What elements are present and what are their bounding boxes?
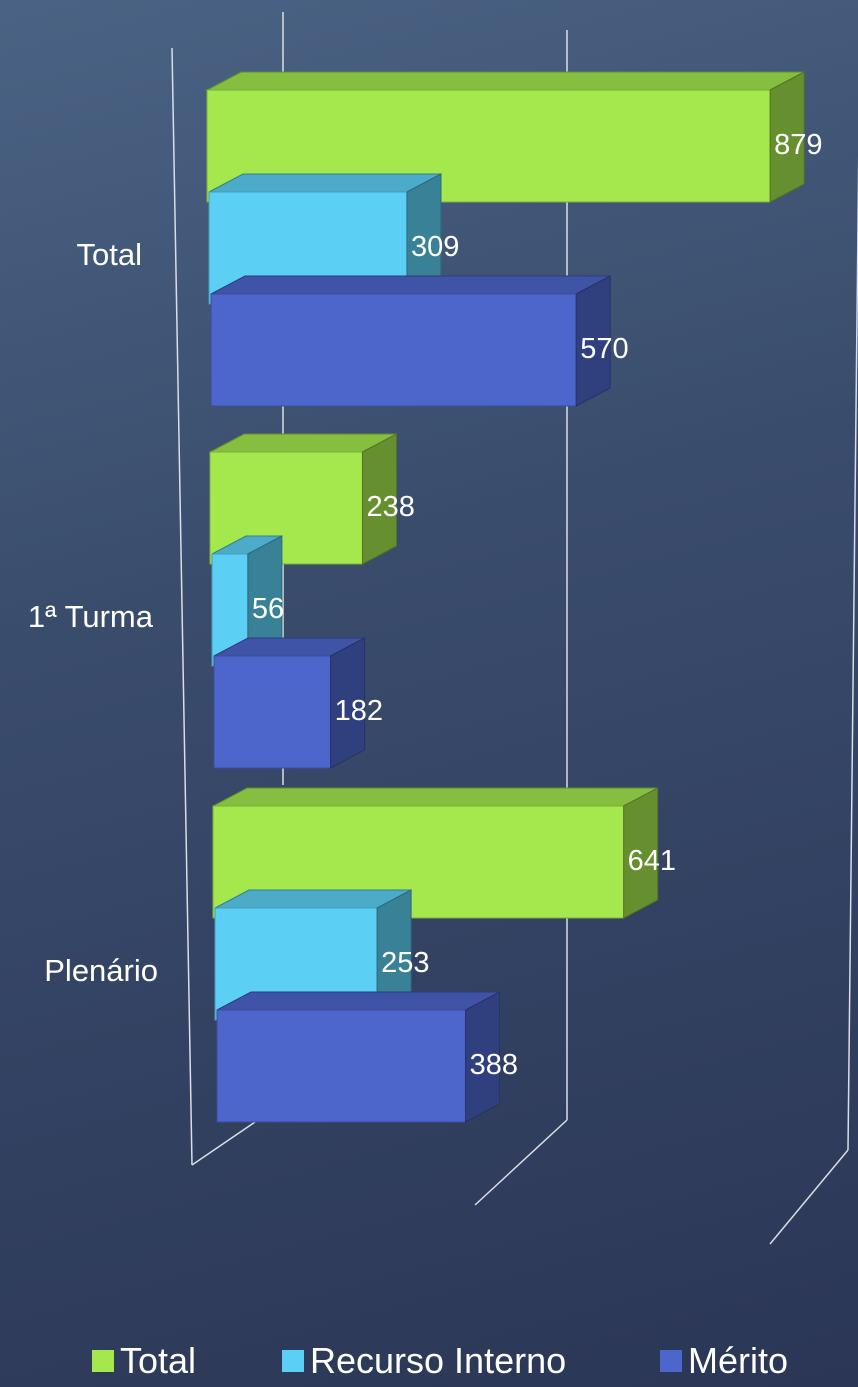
legend-swatch-merito bbox=[660, 1350, 682, 1372]
legend-label-total: Total bbox=[120, 1340, 197, 1381]
legend-label-merito: Mérito bbox=[688, 1340, 789, 1381]
data-label-total-recurso-interno: 309 bbox=[411, 231, 459, 263]
data-label-plenario-total: 641 bbox=[628, 845, 676, 877]
data-label-1-turma-merito: 182 bbox=[335, 695, 383, 727]
gridline bbox=[847, 155, 858, 1151]
data-labels: 879 309 570 238 56 182 641 253 388 bbox=[252, 129, 823, 1081]
category-labels: Total 1ª Turma Plenário bbox=[28, 237, 158, 988]
bar-side-face bbox=[361, 433, 397, 565]
data-label-1-turma-total: 238 bbox=[366, 491, 414, 523]
bar-front-face bbox=[210, 293, 577, 407]
bar-top-face bbox=[212, 787, 658, 807]
bars bbox=[206, 71, 805, 1123]
bar-1-turma-merito bbox=[213, 637, 366, 769]
category-label-total: Total bbox=[77, 237, 142, 272]
legend-item-recurso-interno: Recurso Interno bbox=[282, 1340, 566, 1382]
category-label-1-turma: 1ª Turma bbox=[28, 599, 154, 634]
bar-side-face bbox=[769, 71, 805, 203]
data-label-plenario-recurso-interno: 253 bbox=[381, 947, 429, 979]
bar-top-face bbox=[216, 991, 500, 1011]
legend-label-recurso-interno: Recurso Interno bbox=[310, 1340, 567, 1381]
bar-top-face bbox=[208, 173, 442, 193]
axis-wall-left bbox=[171, 47, 193, 1166]
data-label-1-turma-recurso-interno: 56 bbox=[252, 593, 284, 625]
data-label-plenario-merito: 388 bbox=[470, 1049, 518, 1081]
bar-chart: Total 1ª Turma Plenário 879 309 570 238 56 182 6… bbox=[28, 12, 858, 1245]
bar-side-face bbox=[623, 787, 659, 919]
bar-total-merito bbox=[210, 275, 611, 407]
bar-side-face bbox=[330, 637, 366, 769]
bar-top-face bbox=[206, 71, 805, 91]
legend-swatch-total bbox=[92, 1350, 114, 1372]
bar-side-face bbox=[575, 275, 611, 407]
bar-front-face bbox=[213, 655, 332, 769]
bar-front-face bbox=[216, 1009, 467, 1123]
legend-swatch-recurso-interno bbox=[282, 1350, 304, 1372]
floor-line bbox=[474, 1119, 568, 1206]
data-label-total-merito: 570 bbox=[580, 333, 628, 365]
bar-plenario-merito bbox=[216, 991, 501, 1123]
floor-line bbox=[191, 1119, 259, 1166]
bar-side-face bbox=[465, 991, 501, 1123]
legend-item-total: Total bbox=[92, 1340, 196, 1382]
data-label-total-total: 879 bbox=[774, 129, 822, 161]
bar-top-face bbox=[210, 275, 611, 295]
floor-line bbox=[769, 1149, 849, 1245]
category-label-plenario: Plenário bbox=[44, 953, 158, 988]
legend: Total Recurso Interno Mérito bbox=[0, 1340, 858, 1387]
legend-item-merito: Mérito bbox=[660, 1340, 788, 1382]
